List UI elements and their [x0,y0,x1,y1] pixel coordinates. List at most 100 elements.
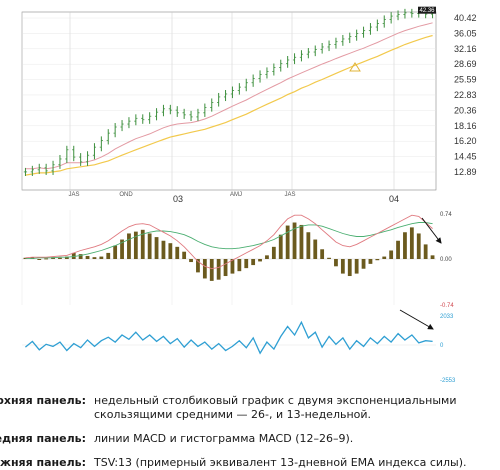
time-axis-label: JAS [284,192,295,198]
macd-histogram-bar [168,243,173,259]
tsv-panel: 2033 0 -2553 [22,314,456,384]
tsv-line [24,320,433,355]
macd-histogram-bar [127,233,131,259]
price-bar [210,98,214,112]
price-bar [134,114,138,126]
price-bar [320,42,324,54]
price-bar [203,103,207,117]
macd-histogram-bar [251,259,256,266]
macd-histogram-bar [265,255,269,259]
macd-histogram-bar [285,225,290,259]
price-y-tick-label: 12.89 [454,167,477,177]
price-y-tick-label: 40.42 [454,13,477,23]
macd-y-tick-label: 0.74 [440,212,452,218]
price-bar [368,23,373,35]
ema-13-line [25,22,433,170]
price-bar [148,112,152,124]
macd-histogram-bar [306,232,311,259]
price-bar [196,108,200,122]
price-y-tick-label: 36.05 [454,28,477,38]
time-axis-label: 03 [173,194,183,204]
price-bar [79,153,83,166]
price-bar [341,34,345,46]
caption-label: Верхняя панель: [0,394,86,407]
macd-histogram-bar [416,233,421,259]
macd-histogram-bar [58,257,62,259]
macd-histogram-bar [271,246,276,259]
macd-histogram-bar [161,240,166,259]
caption-text: недельный столбиковый график с двумя экс… [94,394,457,421]
macd-y-tick-label: -0.74 [440,303,454,309]
price-bar [244,78,248,92]
price-bar [272,63,276,76]
macd-histogram-bar [154,237,159,259]
price-bar [44,163,48,175]
macd-histogram-bar [202,259,207,279]
price-bar [161,104,166,117]
price-bar [168,104,172,115]
price-panel-frame [21,11,437,191]
divergence-arrow-icon [421,217,442,244]
caption-text: линии MACD и гистограмма MACD (12–26–9). [94,432,354,445]
price-bar [85,151,90,166]
price-bar [182,108,186,119]
price-bar [189,110,193,122]
price-bar [154,108,159,121]
price-panel: 42.36 40.42 36.05 32.16 28.69 25.59 22.83 20.3… [21,6,477,204]
macd-histogram-bar [327,257,331,259]
macd-histogram-bar [85,255,90,259]
price-bar [141,114,145,124]
macd-histogram-bar [382,256,387,259]
price-y-tick-label: 16.20 [454,136,477,146]
macd-histogram-bar [175,246,180,259]
macd-histogram-bar [278,234,283,259]
price-bar [175,106,179,117]
macd-histogram-bar [78,254,83,259]
price-bar [127,117,131,129]
macd-histogram-bar [92,257,97,259]
macd-histogram-bar [140,229,145,259]
price-bar [382,15,386,28]
price-bar [389,12,393,24]
macd-histogram-bar [99,256,104,259]
macd-histogram-bar [120,239,124,259]
time-axis-label: OND [119,192,133,198]
macd-histogram-bar [64,256,69,259]
last-price-label: 42.36 [419,8,435,14]
macd-histogram-bar [320,249,325,259]
macd-line [25,214,433,270]
tsv-y-tick-label: 2033 [440,314,454,320]
macd-histogram-bar [244,259,249,269]
macd-histogram-bar [133,231,138,259]
price-bar [237,83,241,95]
macd-histogram-bar [409,227,414,259]
macd-histogram-bar [147,233,152,259]
price-bar [23,167,28,176]
divergence-arrow-icon [399,309,434,330]
price-y-tick-label: 18.16 [454,121,477,131]
price-bar [286,55,290,68]
price-bar [396,10,400,21]
price-bar [279,59,283,72]
time-axis-label: AMJ [230,192,242,198]
macd-histogram-bar [44,258,49,260]
price-bar [251,74,255,87]
macd-histogram-bar [182,251,187,259]
price-bar [113,123,117,138]
price-bar [334,37,338,49]
price-bar [306,48,310,59]
macd-histogram-bar [106,252,111,259]
price-bar [37,163,41,174]
price-bar [106,129,110,145]
price-bar [72,145,76,162]
price-bar [348,32,352,44]
macd-histogram-bar [403,232,407,259]
price-bar [403,8,407,19]
time-axis-label: JAS [68,192,79,198]
price-y-tick-label: 25.59 [454,75,477,85]
macd-histogram-bar [361,259,366,269]
chart-area: 42.36 40.42 36.05 32.16 28.69 25.59 22.83 20.3… [21,6,477,384]
macd-histogram-bar [292,222,297,259]
macd-histogram-bar [396,240,400,259]
macd-histogram-bar [196,259,200,273]
